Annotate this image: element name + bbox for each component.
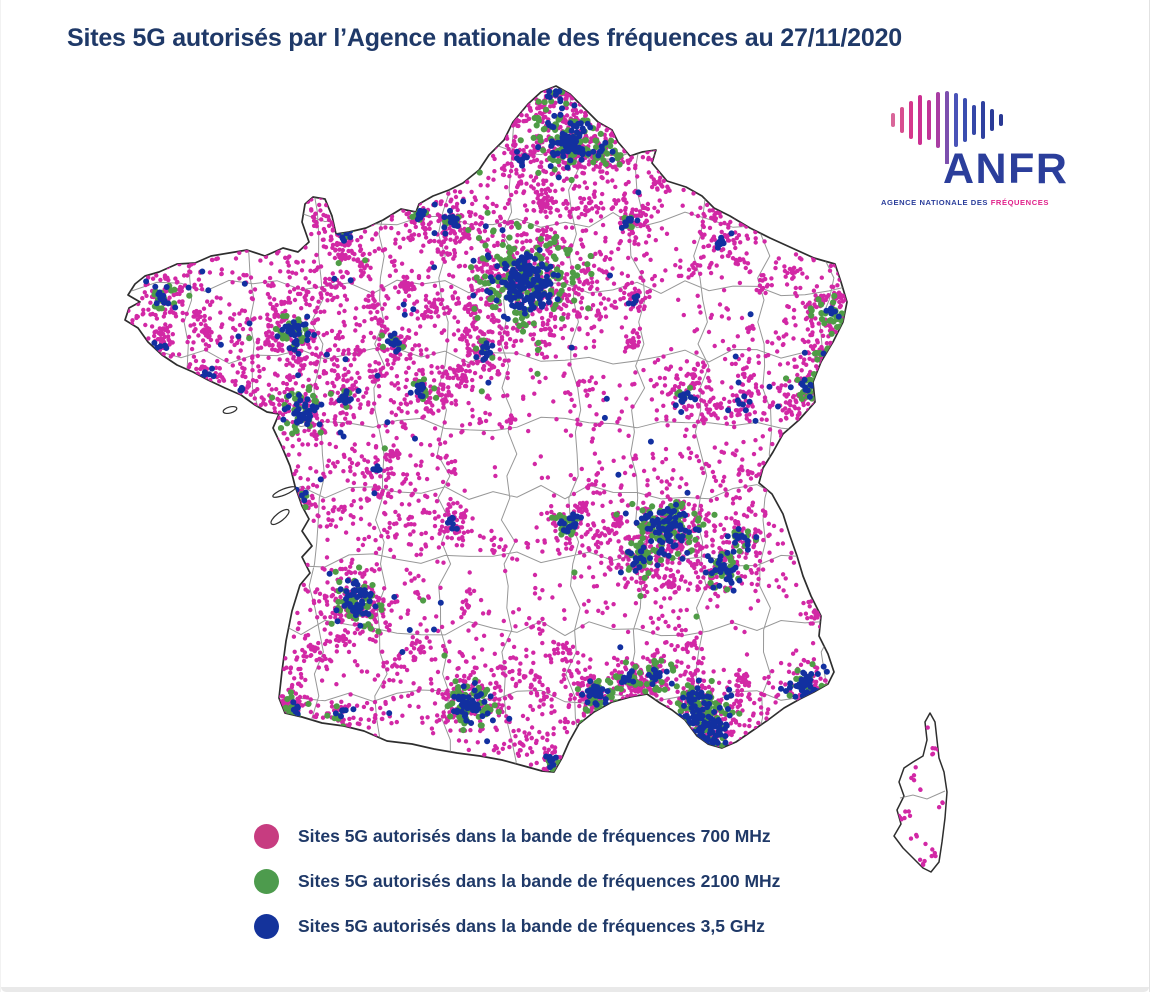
legend-item-700-mhz: Sites 5G autorisés dans la bande de fréq… [254, 824, 780, 849]
legend-label: Sites 5G autorisés dans la bande de fréq… [298, 826, 771, 846]
legend-dot-icon [254, 869, 279, 894]
page-bottom-border [1, 987, 1149, 992]
dots-700mhz [125, 86, 945, 868]
corsica-department-boundary [899, 790, 946, 800]
legend-label: Sites 5G autorisés dans la bande de fréq… [298, 871, 781, 891]
anfr-logo: ANFR AGENCE NATIONALE DES FRÉQUENCES [879, 86, 1069, 207]
france-outline [124, 85, 848, 773]
page-title: Sites 5G autorisés par l’Agence national… [67, 24, 902, 52]
anfr-logo-text: ANFR [943, 145, 1069, 193]
legend-dot-icon [254, 914, 279, 939]
anfr-logo-tagline: AGENCE NATIONALE DES FRÉQUENCES [881, 198, 1069, 207]
legend: Sites 5G autorisés dans la bande de fréq… [254, 824, 780, 959]
corsica-outline [893, 712, 948, 873]
dots-2100mhz [151, 88, 852, 773]
anfr-tagline-primary: AGENCE NATIONALE DES [881, 198, 989, 207]
legend-dot-icon [254, 824, 279, 849]
anfr-tagline-accent: FRÉQUENCES [990, 198, 1049, 207]
legend-item-3-5-ghz: Sites 5G autorisés dans la bande de fréq… [254, 914, 780, 939]
anfr-waveform-icon [891, 91, 1003, 164]
legend-label: Sites 5G autorisés dans la bande de fréq… [298, 916, 765, 936]
legend-item-2100-mhz: Sites 5G autorisés dans la bande de fréq… [254, 869, 780, 894]
atlantic-islands [222, 405, 296, 526]
